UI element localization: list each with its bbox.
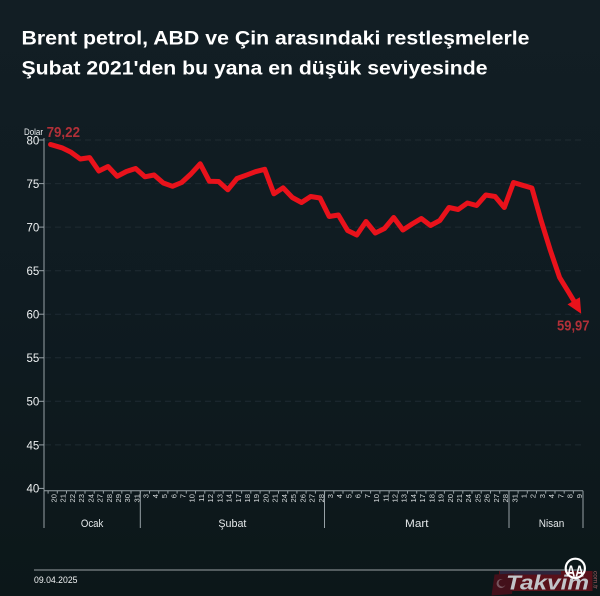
svg-text:Ocak: Ocak — [81, 518, 104, 530]
svg-text:1: 1 — [520, 494, 529, 498]
svg-text:Şubat: Şubat — [218, 518, 246, 530]
svg-text:4: 4 — [151, 494, 160, 498]
svg-text:25: 25 — [473, 494, 482, 502]
svg-text:20: 20 — [262, 494, 271, 502]
svg-text:9: 9 — [575, 494, 584, 498]
svg-text:5: 5 — [344, 494, 353, 498]
svg-text:23: 23 — [77, 494, 86, 502]
svg-text:70: 70 — [27, 223, 40, 235]
svg-text:8: 8 — [566, 494, 575, 498]
svg-text:27: 27 — [308, 494, 317, 502]
svg-text:4: 4 — [547, 494, 556, 498]
svg-text:27: 27 — [96, 494, 105, 502]
svg-text:4: 4 — [335, 494, 344, 498]
svg-text:Mart: Mart — [405, 518, 429, 530]
svg-text:17: 17 — [234, 494, 243, 502]
svg-text:59,97: 59,97 — [557, 318, 590, 335]
svg-text:6: 6 — [169, 494, 178, 498]
svg-text:21: 21 — [455, 494, 464, 502]
svg-text:12: 12 — [206, 494, 215, 502]
svg-text:55: 55 — [27, 353, 40, 365]
svg-text:11: 11 — [381, 494, 390, 502]
svg-text:25: 25 — [289, 494, 298, 502]
svg-text:Nisan: Nisan — [539, 518, 565, 530]
svg-text:7: 7 — [179, 494, 188, 498]
svg-text:10: 10 — [372, 494, 381, 502]
svg-text:AA: AA — [567, 564, 584, 581]
svg-text:14: 14 — [225, 494, 234, 502]
svg-text:31: 31 — [510, 494, 519, 502]
svg-text:26: 26 — [298, 494, 307, 502]
svg-text:24: 24 — [86, 494, 95, 502]
svg-text:28: 28 — [105, 494, 114, 502]
svg-text:14: 14 — [409, 494, 418, 502]
svg-text:Brent petrol, ABD ve Çin arası: Brent petrol, ABD ve Çin arasındaki rest… — [22, 28, 530, 50]
svg-text:60: 60 — [27, 310, 40, 322]
svg-text:17: 17 — [418, 494, 427, 502]
svg-text:com.tr: com.tr — [592, 571, 599, 590]
svg-text:30: 30 — [123, 494, 132, 502]
svg-text:22: 22 — [68, 494, 77, 502]
svg-text:40: 40 — [27, 483, 40, 495]
svg-text:24: 24 — [464, 494, 473, 502]
svg-text:50: 50 — [27, 397, 40, 409]
svg-text:5: 5 — [160, 494, 169, 498]
svg-text:20: 20 — [446, 494, 455, 502]
svg-text:20: 20 — [50, 494, 59, 502]
svg-text:27: 27 — [492, 494, 501, 502]
svg-text:2: 2 — [529, 494, 538, 498]
svg-text:18: 18 — [243, 494, 252, 502]
svg-text:28: 28 — [317, 494, 326, 502]
svg-text:13: 13 — [400, 494, 409, 502]
svg-text:19: 19 — [252, 494, 261, 502]
svg-text:19: 19 — [437, 494, 446, 502]
svg-text:3: 3 — [326, 494, 335, 498]
svg-text:11: 11 — [197, 494, 206, 502]
svg-text:29: 29 — [114, 494, 123, 502]
svg-text:09.04.2025: 09.04.2025 — [34, 575, 78, 586]
svg-text:45: 45 — [27, 440, 40, 452]
svg-text:24: 24 — [280, 494, 289, 502]
svg-text:Dolar: Dolar — [24, 127, 43, 137]
svg-text:75: 75 — [27, 179, 40, 191]
svg-text:31: 31 — [132, 494, 141, 502]
svg-text:18: 18 — [427, 494, 436, 502]
svg-text:7: 7 — [363, 494, 372, 498]
svg-text:7: 7 — [556, 494, 565, 498]
svg-text:13: 13 — [215, 494, 224, 502]
svg-text:10: 10 — [188, 494, 197, 502]
svg-text:3: 3 — [142, 494, 151, 498]
svg-text:21: 21 — [271, 494, 280, 502]
svg-text:Takvim: Takvim — [506, 573, 589, 595]
svg-text:12: 12 — [391, 494, 400, 502]
svg-text:Şubat 2021'den bu yana en düşü: Şubat 2021'den bu yana en düşük seviyesi… — [22, 58, 488, 80]
svg-text:3: 3 — [538, 494, 547, 498]
svg-text:26: 26 — [483, 494, 492, 502]
svg-text:6: 6 — [354, 494, 363, 498]
svg-text:80: 80 — [27, 135, 40, 147]
svg-text:79,22: 79,22 — [47, 125, 80, 141]
svg-text:65: 65 — [27, 266, 40, 278]
svg-text:21: 21 — [59, 494, 68, 502]
svg-text:28: 28 — [501, 494, 510, 502]
